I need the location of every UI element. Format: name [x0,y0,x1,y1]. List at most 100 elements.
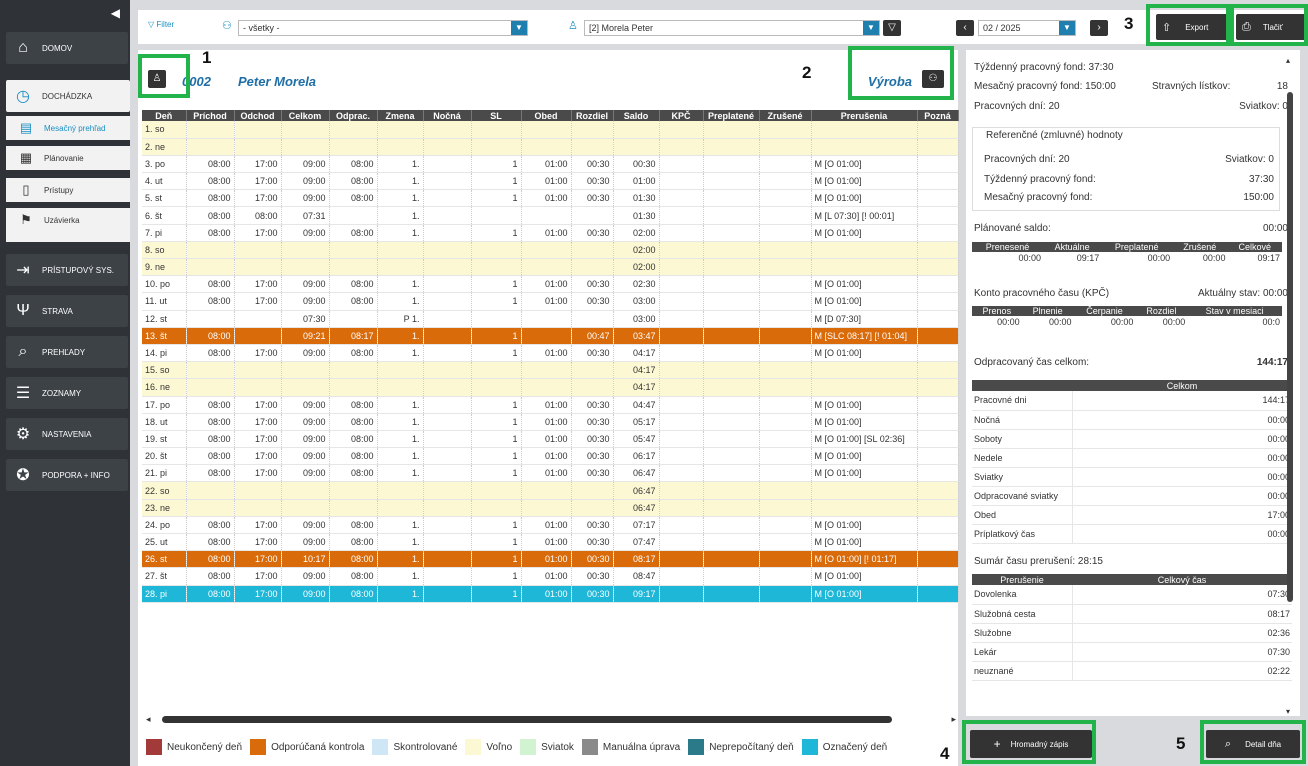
column-header[interactable]: SL [471,110,522,121]
bulk-entry-button[interactable]: + Hromadný zápis [970,730,1092,758]
table-cell [521,138,572,156]
table-cell [377,361,424,380]
table-row[interactable]: 27. št 08:00 17:00 09:00 08:00 1. 1 01:00 00:30 0… [142,567,959,586]
print-button[interactable]: ⎙ Tlačiť [1236,14,1308,40]
column-header[interactable]: Obed [521,110,572,121]
scroll-left-icon[interactable]: ◂ [146,714,151,724]
column-header[interactable]: Zmena [377,110,424,121]
column-header[interactable]: Zrušené [759,110,812,121]
table-row[interactable]: 10. po 08:00 17:00 09:00 08:00 1. 1 01:00 00:30 0… [142,275,959,294]
table-row[interactable]: 5. st 08:00 17:00 09:00 08:00 1. 1 01:00 00:30 01… [142,189,959,208]
horizontal-scrollbar[interactable]: ◂ ▸ [146,714,956,724]
table-row[interactable]: 11. ut 08:00 17:00 09:00 08:00 1. 1 01:00 00:30 0… [142,292,959,311]
column-header[interactable]: Rozdiel [571,110,614,121]
scrollbar-thumb[interactable] [1287,92,1293,602]
table-row[interactable]: 12. st 07:30 P 1. 03:00 M [D 07:30] [142,310,959,328]
table-row[interactable]: 3. po 08:00 17:00 09:00 08:00 1. 1 01:00 00:30 00… [142,155,959,174]
chevron-down-icon[interactable]: ▼ [863,21,879,35]
table-row[interactable]: 6. št 08:00 08:00 07:31 1. 01:30 M [L 07:30] [… [142,206,959,225]
month-select[interactable]: 02 / 2025 ▼ [978,20,1076,36]
table-cell: 08:00 [329,275,378,294]
table-cell [917,567,959,586]
table-row[interactable]: 28. pi 08:00 17:00 09:00 08:00 1. 1 01:00 00:30 0… [142,585,959,603]
table-row[interactable]: 2. ne [142,138,959,156]
collapse-sidebar-icon[interactable]: ◀ [110,6,120,20]
table-row[interactable]: 15. so 04:17 [142,361,959,380]
table-row[interactable]: 9. ne 02:00 [142,258,959,277]
nav-zoznamy[interactable]: ☰ ZOZNAMY [6,377,128,409]
table-row[interactable]: 19. st 08:00 17:00 09:00 08:00 1. 1 01:00 00:30 0… [142,430,959,449]
employee-avatar-icon[interactable]: ♙ [148,70,166,88]
person-filter-icon[interactable]: ▽ [883,20,901,36]
table-row[interactable]: 22. so 06:47 [142,481,959,500]
column-header[interactable]: Príchod [186,110,235,121]
filter-toggle[interactable]: ▽ Filter [148,20,174,29]
subnav-planovanie[interactable]: ▦ Plánovanie [6,146,130,170]
table-row[interactable]: 4. ut 08:00 17:00 09:00 08:00 1. 1 01:00 00:30 01… [142,172,959,191]
nav-pristupovy-sys[interactable]: ⇥ PRÍSTUPOVÝ SYS. [6,254,128,286]
vertical-scrollbar[interactable]: ▴ ▾ [1284,56,1296,716]
table-cell [234,361,282,380]
table-cell [471,481,522,500]
column-header[interactable]: Deň [142,110,187,121]
prev-month-button[interactable]: ‹ [956,20,974,36]
table-cell: 05:47 [613,430,660,449]
table-row[interactable]: 26. st 08:00 17:00 10:17 08:00 1. 1 01:00 00:30 0… [142,550,959,569]
column-header[interactable]: Celkom [281,110,330,121]
nav-nastavenia[interactable]: ⚙ NASTAVENIA [6,418,128,450]
column-header[interactable]: Odprac. [329,110,378,121]
table-cell: 2. ne [142,138,187,156]
column-header[interactable]: Saldo [613,110,660,121]
table-row[interactable]: 13. št 08:00 09:21 08:17 1. 1 00:47 03:47 M [SLC… [142,327,959,345]
table-row[interactable]: 14. pi 08:00 17:00 09:00 08:00 1. 1 01:00 00:30 0… [142,344,959,363]
scroll-up-icon[interactable]: ▴ [1286,56,1291,65]
table-row[interactable]: 25. ut 08:00 17:00 09:00 08:00 1. 1 01:00 00:30 0… [142,533,959,552]
subnav-label: Uzávierka [44,215,80,225]
marker-4: 4 [940,744,950,763]
table-row[interactable]: 16. ne 04:17 [142,378,959,397]
table-row[interactable]: 1. so [142,121,959,139]
scroll-down-icon[interactable]: ▾ [1286,707,1291,716]
column-header[interactable]: Pozná [917,110,959,121]
column-header[interactable]: Preplatené [703,110,760,121]
table-row[interactable]: 24. po 08:00 17:00 09:00 08:00 1. 1 01:00 00:30 0… [142,516,959,535]
nav-domov[interactable]: ⌂ DOMOV [6,32,128,64]
column-header[interactable]: KPČ [659,110,704,121]
table-row[interactable]: 7. pi 08:00 17:00 09:00 08:00 1. 1 01:00 00:30 02… [142,224,959,242]
chevron-down-icon[interactable]: ▼ [1059,21,1075,35]
table-cell: 17:00 [234,550,282,569]
table-cell: M [L 07:30] [! 00:01] [811,206,918,225]
person-select[interactable]: [2] Morela Peter ▼ [584,20,880,36]
subnav-mesacny-prehlad[interactable]: ▤ Mesačný prehľad [6,116,130,140]
table-row[interactable]: 21. pi 08:00 17:00 09:00 08:00 1. 1 01:00 00:30 0… [142,464,959,483]
table-row[interactable]: 18. ut 08:00 17:00 09:00 08:00 1. 1 01:00 00:30 0… [142,413,959,431]
nav-prehlady[interactable]: ⌕ PREHĽADY [6,336,128,368]
table-row[interactable]: 20. št 08:00 17:00 09:00 08:00 1. 1 01:00 00:30 0… [142,447,959,466]
scrollbar-thumb[interactable] [162,716,892,723]
column-header[interactable]: Prerušenia [811,110,918,121]
nav-dochadzka[interactable]: ◷ DOCHÁDZKA [6,80,130,112]
table-cell: 01:30 [613,206,660,225]
table-cell: 1. [377,516,424,535]
subnav-pristupy[interactable]: ▯ Prístupy [6,178,130,202]
day-detail-button[interactable]: ⌕ Detail dňa [1206,730,1300,758]
table-row[interactable]: 23. ne 06:47 [142,499,959,517]
column-header[interactable]: Odchod [234,110,282,121]
scroll-right-icon[interactable]: ▸ [951,714,956,724]
export-button[interactable]: ⇧ Export [1156,14,1230,40]
group-select[interactable]: - všetky - ▼ [238,20,528,36]
chevron-down-icon[interactable]: ▼ [511,21,527,35]
nav-podpora[interactable]: ✪ PODPORA + INFO [6,459,128,491]
subnav-uzavierka[interactable]: ⚑ Uzávierka [6,208,130,232]
subnav-spacer [6,232,130,242]
table-row[interactable]: 17. po 08:00 17:00 09:00 08:00 1. 1 01:00 00:30 0… [142,396,959,414]
table-cell [759,344,812,363]
nav-strava[interactable]: Ψ STRAVA [6,295,128,327]
next-month-button[interactable]: › [1090,20,1108,36]
planned-saldo-label: Plánované saldo: [974,223,1051,234]
group-icon[interactable]: ⚇ [922,70,944,88]
table-row[interactable]: 8. so 02:00 [142,241,959,260]
table-cell: M [O 01:00] [811,172,918,191]
table-cell [917,189,959,208]
column-header[interactable]: Nočná [423,110,472,121]
